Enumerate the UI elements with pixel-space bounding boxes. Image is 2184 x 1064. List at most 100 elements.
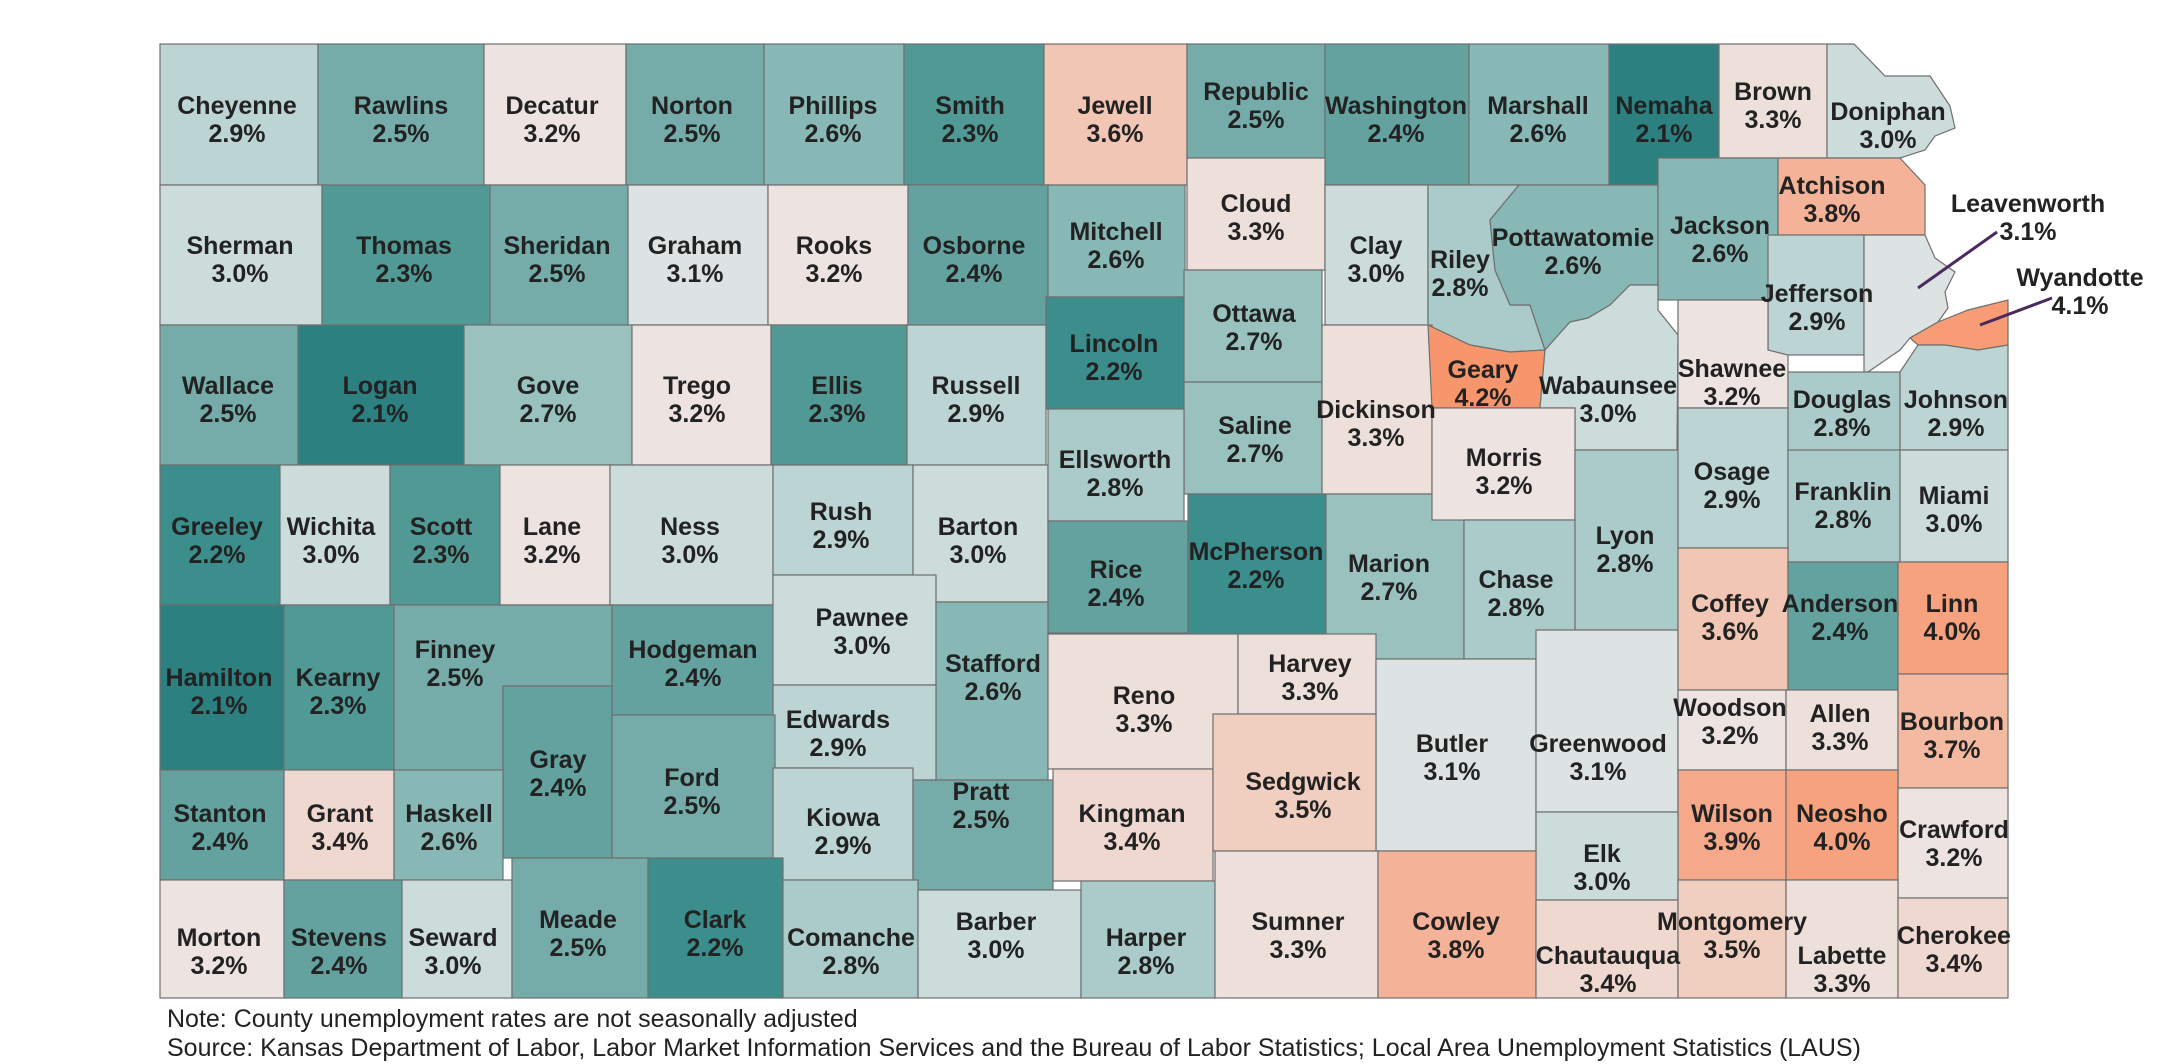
county-butler xyxy=(1375,658,1537,852)
county-name-rice: Rice xyxy=(1090,556,1143,584)
county-ness xyxy=(609,464,774,606)
county-rate-pratt: 2.5% xyxy=(953,806,1010,834)
county-brown xyxy=(1718,43,1828,159)
county-name-douglas: Douglas xyxy=(1793,386,1892,414)
county-name-washington: Washington xyxy=(1325,92,1467,120)
county-rate-scott: 2.3% xyxy=(413,541,470,569)
county-rate-miami: 3.0% xyxy=(1926,510,1983,538)
county-rate-douglas: 2.8% xyxy=(1814,414,1871,442)
county-rate-nemaha: 2.1% xyxy=(1636,120,1693,148)
county-name-cheyenne: Cheyenne xyxy=(177,92,297,120)
county-rate-lincoln: 2.2% xyxy=(1086,358,1143,386)
county-name-lincoln: Lincoln xyxy=(1070,330,1159,358)
county-rate-republic: 2.5% xyxy=(1228,106,1285,134)
county-name-wabaunsee: Wabaunsee xyxy=(1539,372,1677,400)
county-name-sedgwick: Sedgwick xyxy=(1245,768,1360,796)
county-sumner xyxy=(1214,850,1379,999)
county-name-elk: Elk xyxy=(1583,840,1621,868)
county-name-wyandotte: Wyandotte xyxy=(2016,264,2143,292)
county-map: Cheyenne2.9%Rawlins2.5%Decatur3.2%Norton… xyxy=(159,43,2144,999)
county-pratt xyxy=(912,779,1054,891)
county-rate-cherokee: 3.4% xyxy=(1926,950,1983,978)
county-stanton xyxy=(159,769,285,881)
county-name-montgomery: Montgomery xyxy=(1657,908,1807,936)
county-rate-washington: 2.4% xyxy=(1368,120,1425,148)
county-name-ellis: Ellis xyxy=(811,372,862,400)
county-rate-clay: 3.0% xyxy=(1348,260,1405,288)
county-name-butler: Butler xyxy=(1416,730,1489,758)
county-russell xyxy=(906,324,1047,466)
county-rate-hodgeman: 2.4% xyxy=(665,664,722,692)
county-name-lane: Lane xyxy=(523,513,581,541)
county-rate-norton: 2.5% xyxy=(664,120,721,148)
county-name-kingman: Kingman xyxy=(1079,800,1186,828)
county-trego xyxy=(631,324,772,466)
county-clark xyxy=(647,857,784,999)
county-name-ness: Ness xyxy=(660,513,720,541)
county-name-saline: Saline xyxy=(1218,412,1292,440)
county-rate-osborne: 2.4% xyxy=(946,260,1003,288)
county-rate-shawnee: 3.2% xyxy=(1704,383,1761,411)
county-rate-allen: 3.3% xyxy=(1812,728,1869,756)
county-rate-crawford: 3.2% xyxy=(1926,844,1983,872)
county-ellsworth xyxy=(1047,408,1185,522)
county-rate-mcpherson: 2.2% xyxy=(1228,566,1285,594)
county-name-bourbon: Bourbon xyxy=(1900,708,2004,736)
county-name-phillips: Phillips xyxy=(789,92,878,120)
county-name-norton: Norton xyxy=(651,92,733,120)
county-rate-anderson: 2.4% xyxy=(1812,618,1869,646)
county-republic xyxy=(1186,43,1326,159)
county-name-clay: Clay xyxy=(1350,232,1403,260)
county-name-rooks: Rooks xyxy=(796,232,872,260)
county-rate-butler: 3.1% xyxy=(1424,758,1481,786)
county-hamilton xyxy=(159,604,285,771)
county-name-ellsworth: Ellsworth xyxy=(1059,446,1172,474)
county-name-haskell: Haskell xyxy=(405,800,493,828)
county-rate-neosho: 4.0% xyxy=(1814,828,1871,856)
county-rate-geary: 4.2% xyxy=(1455,384,1512,412)
county-name-ford: Ford xyxy=(664,764,720,792)
county-rate-morris: 3.2% xyxy=(1476,472,1533,500)
county-rate-linn: 4.0% xyxy=(1924,618,1981,646)
county-name-marshall: Marshall xyxy=(1487,92,1588,120)
county-rate-pawnee: 3.0% xyxy=(834,632,891,660)
county-rate-sedgwick: 3.5% xyxy=(1275,796,1332,824)
county-rate-seward: 3.0% xyxy=(425,952,482,980)
county-morris xyxy=(1431,407,1576,521)
county-rate-labette: 3.3% xyxy=(1814,970,1871,998)
county-rate-marion: 2.7% xyxy=(1361,578,1418,606)
county-cheyenne xyxy=(159,43,319,186)
county-elk xyxy=(1535,811,1679,901)
county-name-mitchell: Mitchell xyxy=(1069,218,1162,246)
county-rate-ottawa: 2.7% xyxy=(1226,328,1283,356)
county-wallace xyxy=(159,324,299,466)
county-sedgwick xyxy=(1212,713,1377,852)
county-rate-graham: 3.1% xyxy=(667,260,724,288)
county-rate-wilson: 3.9% xyxy=(1704,828,1761,856)
county-rate-clark: 2.2% xyxy=(687,934,744,962)
county-rate-greeley: 2.2% xyxy=(189,541,246,569)
county-name-seward: Seward xyxy=(409,924,498,952)
county-comanche xyxy=(782,879,919,999)
county-name-atchison: Atchison xyxy=(1779,172,1886,200)
county-rate-riley: 2.8% xyxy=(1432,274,1489,302)
county-rate-thomas: 2.3% xyxy=(376,260,433,288)
county-rate-phillips: 2.6% xyxy=(805,120,862,148)
county-osborne xyxy=(907,184,1049,326)
county-name-labette: Labette xyxy=(1798,942,1887,970)
county-rate-cheyenne: 2.9% xyxy=(209,120,266,148)
county-harper xyxy=(1080,880,1216,999)
county-rate-wyandotte: 4.1% xyxy=(2052,292,2109,320)
county-rate-stafford: 2.6% xyxy=(965,678,1022,706)
county-name-woodson: Woodson xyxy=(1673,694,1786,722)
county-name-finney: Finney xyxy=(415,636,496,664)
county-miami xyxy=(1899,449,2009,563)
county-rawlins xyxy=(317,43,485,186)
county-name-wichita: Wichita xyxy=(287,513,377,541)
county-jackson xyxy=(1657,157,1779,301)
county-rate-kearny: 2.3% xyxy=(310,692,367,720)
county-rate-stevens: 2.4% xyxy=(311,952,368,980)
county-rate-lyon: 2.8% xyxy=(1597,550,1654,578)
county-name-ottawa: Ottawa xyxy=(1212,300,1296,328)
